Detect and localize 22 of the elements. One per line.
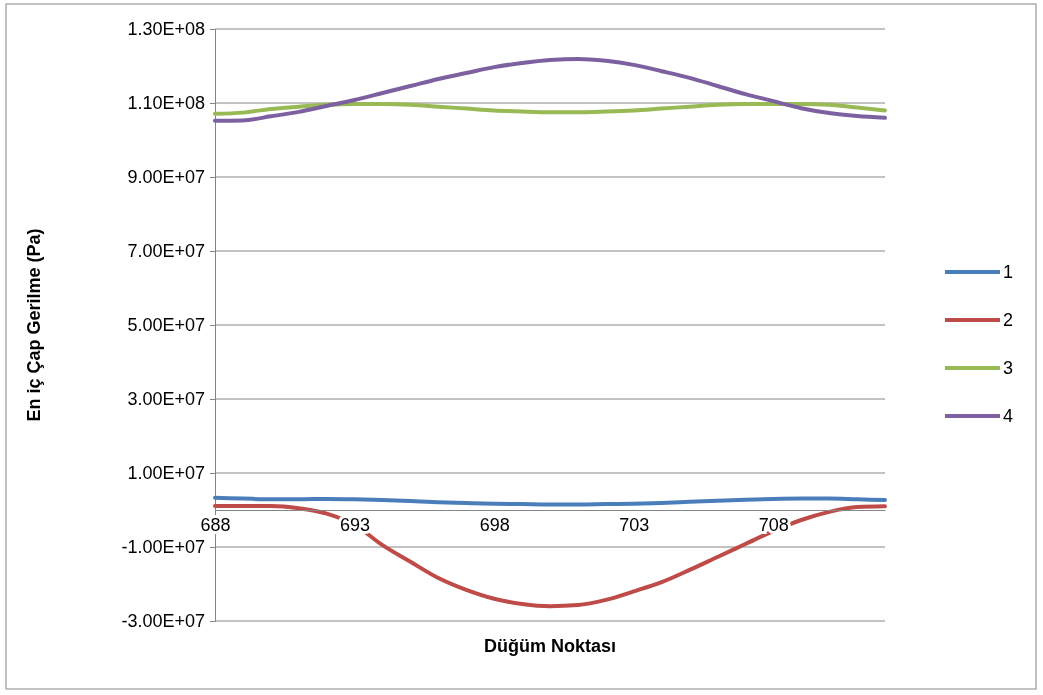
legend-label: 4 <box>1003 406 1014 426</box>
x-tick-label: 708 <box>758 515 789 535</box>
line-series <box>213 495 887 507</box>
y-axis-title: En iç Çap Gerilme (Pa) <box>24 228 44 422</box>
y-tick-label: 1.30E+08 <box>127 18 205 39</box>
y-tick-label: -1.00E+07 <box>121 536 205 557</box>
y-tick-label: 7.00E+07 <box>127 240 205 261</box>
y-tick-label: 5.00E+07 <box>127 314 205 335</box>
y-tick-label: 3.00E+07 <box>127 388 205 409</box>
line-series <box>213 56 887 123</box>
x-tick-label: 698 <box>479 515 510 535</box>
line-series <box>213 102 887 116</box>
legend-label: 3 <box>1003 358 1014 378</box>
x-tick-label: 688 <box>200 515 231 535</box>
x-axis-title: Düğüm Noktası <box>483 636 617 656</box>
y-tick-label: -3.00E+07 <box>121 610 205 631</box>
y-tick-label: 1.00E+07 <box>127 462 205 483</box>
legend-label: 1 <box>1003 262 1014 282</box>
x-tick-label: 703 <box>619 515 650 535</box>
y-tick-label: 1.10E+08 <box>127 92 205 113</box>
y-tick-label: 9.00E+07 <box>127 166 205 187</box>
legend-label: 2 <box>1003 310 1014 330</box>
